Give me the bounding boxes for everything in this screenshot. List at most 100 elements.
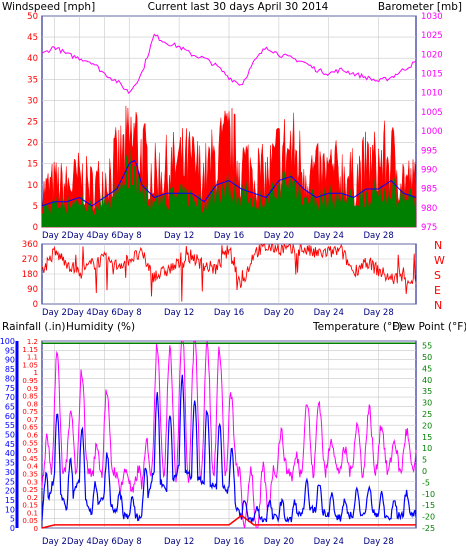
rain-ytick-label: 1 (34, 369, 38, 377)
wind-xtick-label: Day 24 (314, 231, 344, 241)
wind-xtick-label: Day 28 (363, 231, 393, 241)
barometer-title: Barometer [mb] (378, 1, 462, 13)
wind-ytick-label: 30 (27, 96, 38, 106)
wind-xtick-label: Day 20 (264, 231, 294, 241)
wind-ytick-label: 0 (33, 223, 38, 233)
wind-ytick-label: 20 (27, 139, 38, 149)
direction-ytick-label: 90 (27, 285, 38, 295)
humidity-ytick-label: 40 (5, 449, 15, 458)
humidity-ytick-label: 5 (10, 515, 15, 524)
rainfall-series-line (41, 514, 416, 529)
rain-ytick-label: 0.5 (27, 447, 38, 455)
compass-label: S (434, 269, 441, 282)
barometer-ytick-label: 1030 (421, 12, 443, 22)
direction-ytick-label: 0 (33, 300, 38, 310)
compass-label: W (434, 254, 445, 267)
humidity-ytick-label: 45 (5, 440, 15, 449)
windspeed-title: Windspeed [mph] (2, 1, 95, 13)
rain-ytick-label: 0.75 (22, 408, 38, 416)
rain-ytick-label: 0.85 (22, 393, 38, 401)
humidity-ytick-label: 70 (5, 393, 15, 402)
temperature-ytick-label: 15 (422, 433, 432, 442)
humidity-ytick-label: 15 (5, 496, 15, 505)
temperature-ytick-label: 20 (422, 421, 432, 430)
rain-ytick-label: 0.55 (22, 439, 38, 447)
humidity-series-line (41, 374, 417, 524)
direction-ytick-label: 270 (22, 255, 38, 265)
temperature-ytick-label: -5 (422, 478, 430, 487)
wind-ytick-label: 45 (27, 33, 38, 43)
rain-ytick-label: 1.15 (22, 346, 38, 354)
wind-xtick-label: Day 4 (67, 231, 92, 241)
direction-xtick-label: Day 28 (363, 308, 393, 318)
rain-ytick-label: 0.35 (22, 470, 38, 478)
rain-ytick-label: 0.25 (22, 486, 38, 494)
rain-ytick-label: 1.2 (27, 338, 38, 346)
temperature-ytick-label: 10 (422, 444, 432, 453)
barometer-ytick-label: 975 (421, 223, 437, 233)
wind-ytick-label: 15 (27, 160, 38, 170)
humidity-xtick-label: Day 16 (214, 537, 244, 547)
humidity-ytick-label: 35 (5, 459, 15, 468)
humidity-xtick-label: Day 2 (42, 537, 67, 547)
dewpoint-label: Dew Point (°F) (392, 321, 466, 333)
rain-ytick-label: 0.4 (27, 463, 39, 471)
temperature-ytick-label: 35 (422, 387, 432, 396)
direction-xtick-label: Day 2 (42, 308, 67, 318)
barometer-ytick-label: 1010 (421, 89, 443, 99)
wind-xtick-label: Day 6 (92, 231, 117, 241)
temperature-ytick-label: 55 (422, 342, 432, 351)
wind-ytick-label: 50 (27, 12, 38, 22)
humidity-ytick-label: 80 (5, 374, 15, 383)
direction-xtick-label: Day 12 (164, 308, 194, 318)
wind-xtick-label: Day 2 (42, 231, 67, 241)
barometer-ytick-label: 1015 (421, 70, 443, 80)
barometer-ytick-label: 985 (421, 185, 437, 195)
humidity-label: Humidity (%) (66, 321, 135, 333)
humidity-ytick-label: 30 (5, 468, 15, 477)
humidity-xtick-label: Day 20 (264, 537, 294, 547)
barometer-ytick-label: 995 (421, 146, 437, 156)
temperature-ytick-label: 25 (422, 410, 432, 419)
rain-ytick-label: 0.7 (27, 416, 38, 424)
rain-ytick-label: 0.9 (27, 385, 38, 393)
humidity-xtick-label: Day 24 (314, 537, 344, 547)
humidity-xtick-label: Day 8 (117, 537, 142, 547)
humidity-panel: 0510152025303540455055606570758085909510… (0, 337, 435, 547)
direction-series-line (41, 243, 417, 302)
direction-ytick-label: 360 (22, 240, 38, 250)
humidity-ytick-label: 60 (5, 412, 15, 421)
barometer-ytick-label: 1020 (421, 50, 443, 60)
humidity-ytick-label: 100 (0, 337, 15, 346)
humidity-ytick-label: 75 (5, 384, 15, 393)
wind-ytick-label: 10 (27, 181, 38, 191)
wind-ytick-label: 25 (27, 118, 38, 128)
humidity-ytick-label: 10 (5, 505, 15, 514)
humidity-ytick-label: 50 (5, 431, 15, 440)
direction-xtick-label: Day 6 (92, 308, 117, 318)
wind-ytick-label: 5 (33, 202, 38, 212)
wind-xtick-label: Day 12 (164, 231, 194, 241)
wind-panel: 0510152025303540455097598098599099510001… (27, 12, 442, 241)
average-series-line (41, 159, 417, 207)
humidity-xtick-label: Day 6 (92, 537, 117, 547)
rain-ytick-label: 1.05 (22, 361, 38, 369)
temperature-ytick-label: -15 (422, 501, 435, 510)
direction-xtick-label: Day 24 (314, 308, 344, 318)
chart-title: Current last 30 days April 30 2014 (148, 1, 329, 13)
wind-xtick-label: Day 16 (214, 231, 244, 241)
rain-ytick-label: 0.05 (22, 517, 38, 525)
humidity-ytick-label: 90 (5, 356, 15, 365)
rain-ytick-label: 0.3 (27, 478, 38, 486)
direction-xtick-label: Day 16 (214, 308, 244, 318)
rainfall-label: Rainfall (.in) (2, 321, 65, 333)
wind-ytick-label: 35 (27, 75, 38, 85)
rain-ytick-label: 0.1 (27, 509, 38, 517)
rain-ytick-label: 0.6 (27, 432, 39, 440)
humidity-xtick-label: Day 12 (164, 537, 194, 547)
barometer-ytick-label: 1025 (421, 31, 443, 41)
humidity-ytick-label: 95 (5, 346, 15, 355)
humidity-xtick-label: Day 4 (67, 537, 92, 547)
temperature-label: Temperature (°F) (312, 321, 402, 333)
